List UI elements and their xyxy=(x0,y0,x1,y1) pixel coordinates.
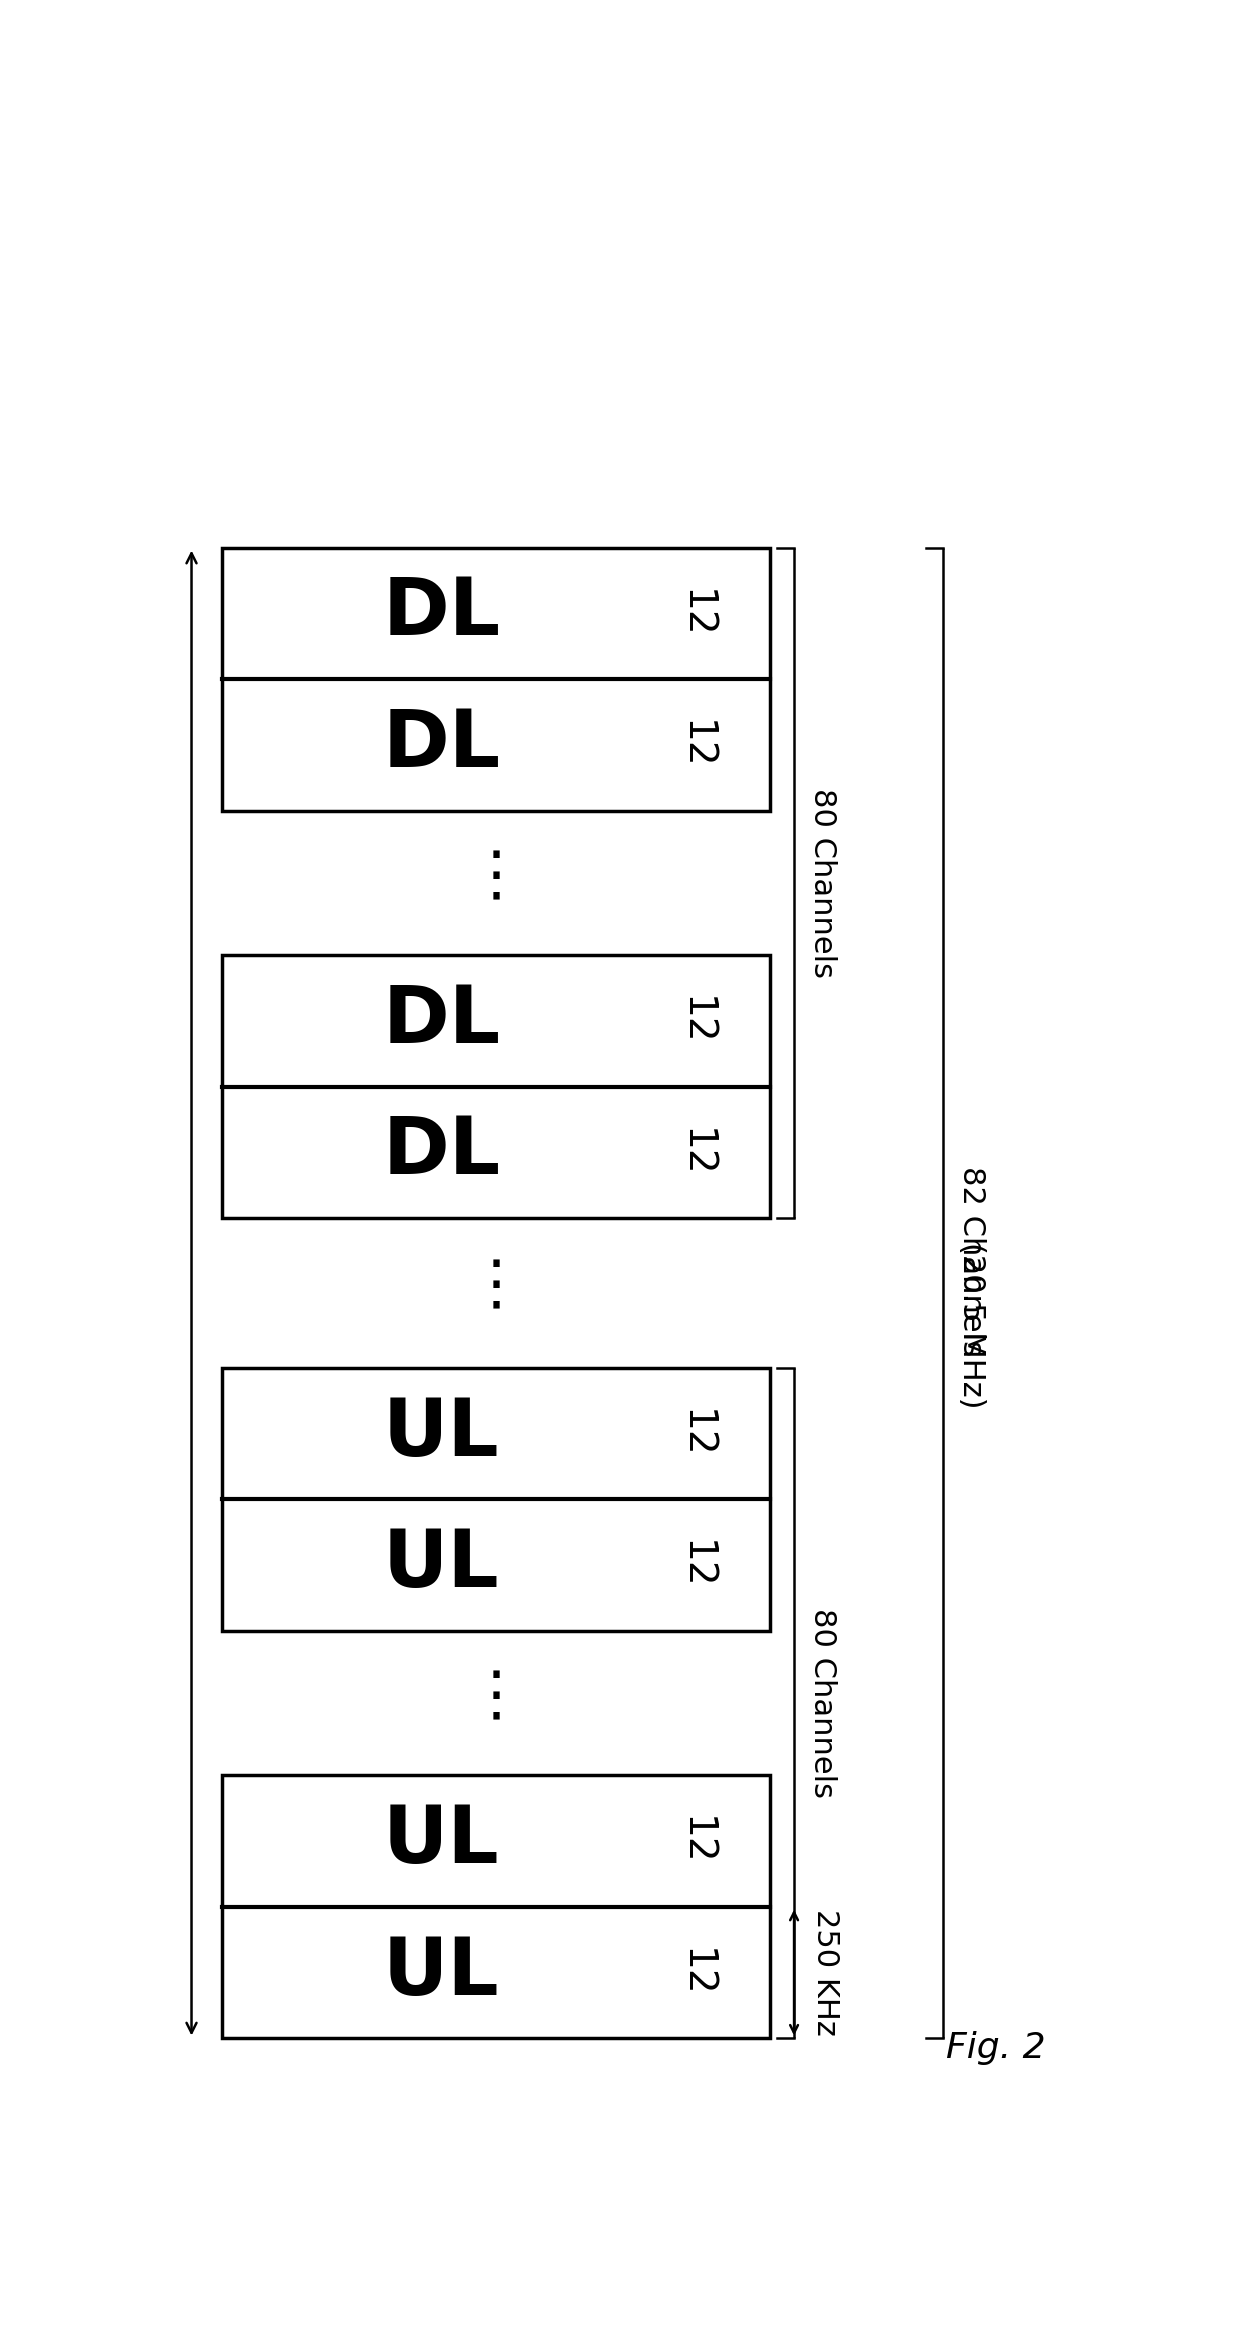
Bar xyxy=(222,1774,770,2039)
Text: 12: 12 xyxy=(677,1409,715,1458)
Text: DL: DL xyxy=(382,1114,501,1192)
Text: UL: UL xyxy=(383,1526,500,1604)
Bar xyxy=(222,1367,770,1632)
Text: DL: DL xyxy=(382,574,501,653)
Text: (20.5 MHz): (20.5 MHz) xyxy=(957,1243,987,1409)
Text: 80 Channels: 80 Channels xyxy=(808,1608,837,1798)
Text: ⋮: ⋮ xyxy=(465,847,527,906)
Text: 12: 12 xyxy=(677,1128,715,1178)
Text: 82 Channels: 82 Channels xyxy=(957,1166,987,1355)
Text: Fig. 2: Fig. 2 xyxy=(946,2032,1045,2065)
Text: UL: UL xyxy=(383,1934,500,2011)
Bar xyxy=(222,955,770,1217)
Text: 12: 12 xyxy=(677,1817,715,1866)
Text: ⋮: ⋮ xyxy=(465,1257,527,1316)
Text: 12: 12 xyxy=(677,588,715,639)
Text: DL: DL xyxy=(382,981,501,1060)
Text: 250 KHz: 250 KHz xyxy=(811,1910,841,2037)
Text: DL: DL xyxy=(382,707,501,784)
Text: UL: UL xyxy=(383,1803,500,1880)
Text: 12: 12 xyxy=(677,1540,715,1590)
Text: 80 Channels: 80 Channels xyxy=(808,789,837,979)
Text: 12: 12 xyxy=(677,995,715,1046)
Text: 12: 12 xyxy=(677,721,715,770)
Text: 12: 12 xyxy=(677,1948,715,1997)
Text: ⋮: ⋮ xyxy=(465,1669,527,1728)
Text: UL: UL xyxy=(383,1395,500,1472)
Bar xyxy=(222,548,770,810)
